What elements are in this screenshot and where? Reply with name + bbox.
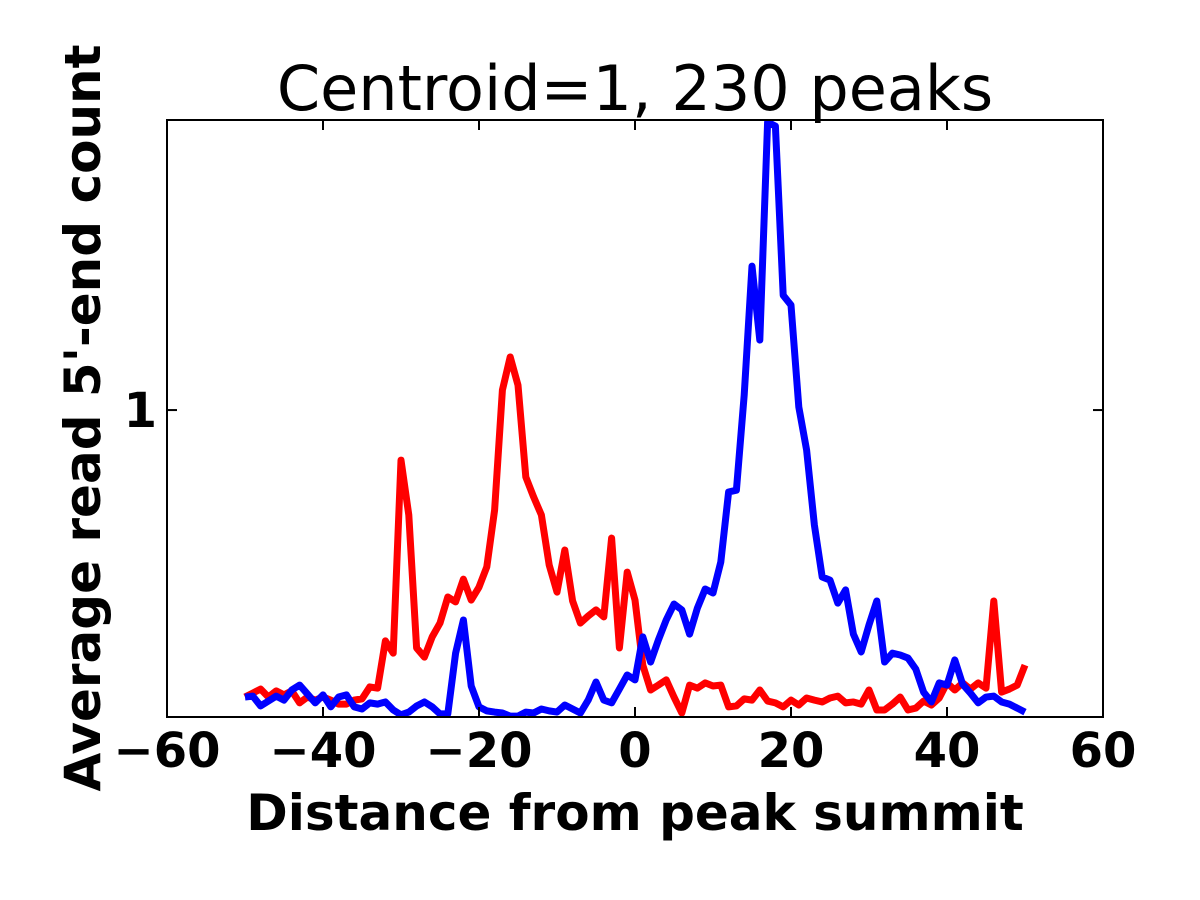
y-axis-label: Average read 5'-end count [54, 44, 112, 791]
line-series [243, 353, 1029, 717]
line-series [244, 120, 1027, 717]
x-tick-label: −60 [113, 723, 220, 779]
chart-title: Centroid=1, 230 peaks [277, 52, 993, 125]
x-tick-label: 0 [618, 723, 651, 779]
x-tick-label: 40 [914, 723, 981, 779]
x-tick-label: −40 [269, 723, 376, 779]
y-tick-label: 1 [124, 383, 157, 439]
x-tick-label: 60 [1070, 723, 1137, 779]
x-tick-label: −20 [425, 723, 532, 779]
x-axis-label: Distance from peak summit [246, 784, 1024, 842]
x-tick-label: 20 [758, 723, 825, 779]
